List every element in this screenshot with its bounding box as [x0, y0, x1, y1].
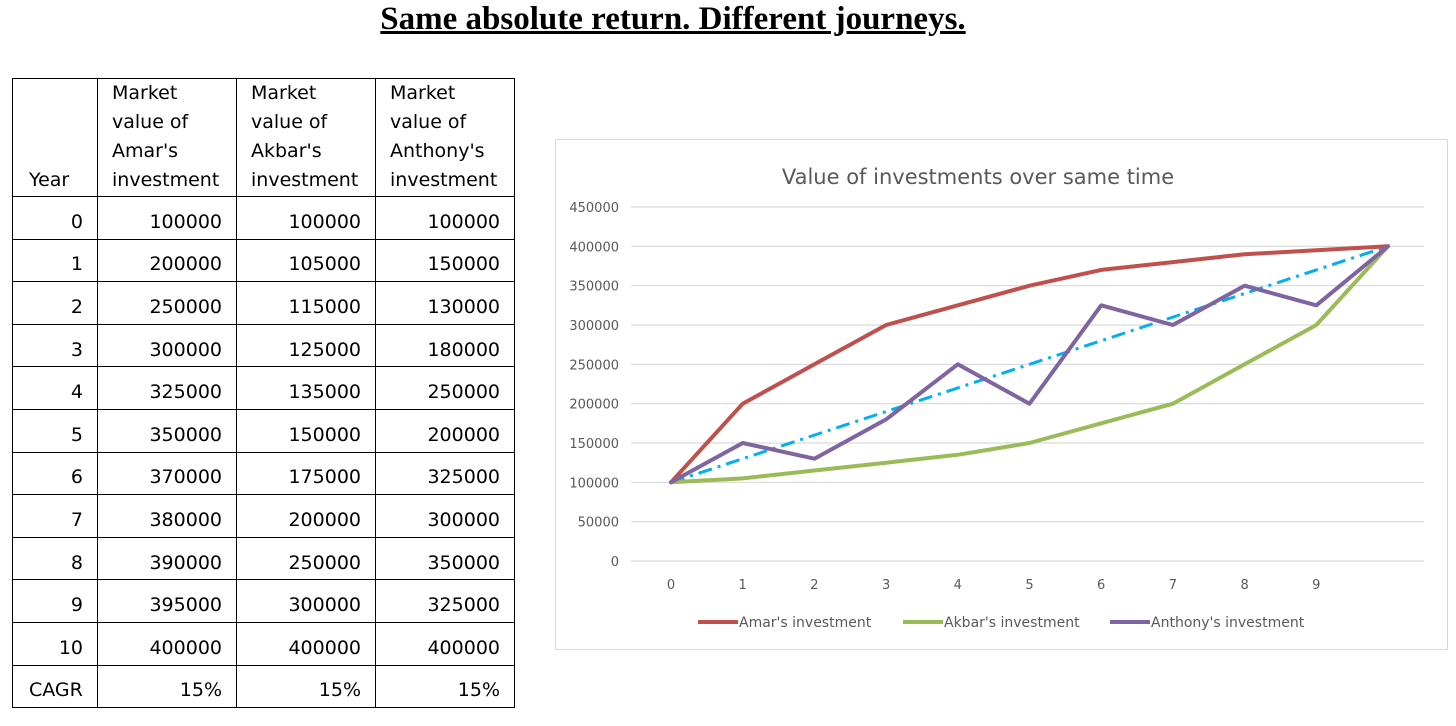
akbar-value-cell: 300000 — [236, 579, 376, 623]
table-header-row: Year Market value of Amar's investment M… — [12, 78, 515, 197]
x-tick-label: 5 — [1025, 578, 1033, 593]
akbar-value-cell: 400000 — [236, 621, 376, 666]
amar-value-cell: 325000 — [97, 366, 237, 410]
anthony-value-cell: 15% — [375, 664, 515, 709]
table-row: 6 370000 175000 325000 — [12, 451, 515, 496]
table-row: CAGR 15% 15% 15% — [12, 664, 515, 709]
series-line-2 — [669, 244, 1390, 485]
anthony-value-cell: 200000 — [375, 408, 515, 453]
akbar-value-cell: 115000 — [236, 281, 376, 325]
akbar-value-cell: 125000 — [236, 323, 376, 368]
table-row: 9 395000 300000 325000 — [12, 579, 515, 623]
table-row: 1 200000 105000 150000 — [12, 238, 515, 283]
anthony-value-cell: 250000 — [375, 366, 515, 410]
table-row: 10 400000 400000 400000 — [12, 621, 515, 666]
table-row: 3 300000 125000 180000 — [12, 323, 515, 368]
y-tick-label: 450000 — [569, 201, 619, 216]
amar-value-cell: 100000 — [97, 196, 237, 240]
header-year: Year — [12, 78, 98, 197]
investment-table: Year Market value of Amar's investment M… — [12, 78, 515, 709]
y-tick-label: 50000 — [578, 516, 619, 531]
amar-value-cell: 400000 — [97, 621, 237, 666]
year-cell: 6 — [12, 451, 98, 496]
akbar-value-cell: 100000 — [236, 196, 376, 240]
akbar-value-cell: 150000 — [236, 408, 376, 453]
anthony-value-cell: 130000 — [375, 281, 515, 325]
amar-value-cell: 300000 — [97, 323, 237, 368]
x-tick-label: 2 — [810, 578, 818, 593]
amar-value-cell: 15% — [97, 664, 237, 709]
trendline-anthony — [670, 244, 1389, 484]
akbar-value-cell: 15% — [236, 664, 376, 709]
year-cell: 2 — [12, 281, 98, 325]
year-cell: 5 — [12, 408, 98, 453]
akbar-value-cell: 135000 — [236, 366, 376, 410]
year-cell: 7 — [12, 494, 98, 538]
series-line-1 — [669, 244, 1390, 485]
table-body: 0 100000 100000 100000 1 200000 105000 150000 2 2… — [12, 196, 515, 709]
x-tick-label: 7 — [1169, 578, 1177, 593]
amar-value-cell: 380000 — [97, 494, 237, 538]
year-cell: 0 — [12, 196, 98, 240]
anthony-value-cell: 325000 — [375, 579, 515, 623]
page-headline: Same absolute return. Different journeys… — [380, 1, 966, 37]
amar-value-cell: 390000 — [97, 536, 237, 581]
x-tick-label: 6 — [1097, 578, 1105, 593]
header-akbar: Market value of Akbar's investment — [236, 78, 376, 197]
amar-value-cell: 250000 — [97, 281, 237, 325]
chart-title: Value of investments over same time — [782, 165, 1174, 189]
anthony-value-cell: 350000 — [375, 536, 515, 581]
akbar-value-cell: 250000 — [236, 536, 376, 581]
y-tick-label: 0 — [611, 555, 619, 570]
y-tick-label: 250000 — [569, 358, 619, 373]
year-cell: CAGR — [12, 664, 98, 709]
anthony-value-cell: 100000 — [375, 196, 515, 240]
year-cell: 1 — [12, 238, 98, 283]
year-cell: 4 — [12, 366, 98, 410]
year-cell: 3 — [12, 323, 98, 368]
x-tick-label: 4 — [954, 578, 962, 593]
y-tick-label: 300000 — [569, 319, 619, 334]
y-tick-label: 350000 — [569, 280, 619, 295]
y-tick-label: 150000 — [569, 437, 619, 452]
akbar-value-cell: 200000 — [236, 494, 376, 538]
year-cell: 10 — [12, 621, 98, 666]
amar-value-cell: 200000 — [97, 238, 237, 283]
anthony-value-cell: 300000 — [375, 494, 515, 538]
table-row: 5 350000 150000 200000 — [12, 408, 515, 453]
x-tick-label: 3 — [882, 578, 890, 593]
legend-label: Anthony's investment — [1151, 615, 1305, 631]
legend-label: Akbar's investment — [944, 615, 1080, 631]
table-row: 0 100000 100000 100000 — [12, 196, 515, 240]
anthony-value-cell: 180000 — [375, 323, 515, 368]
table-row: 2 250000 115000 130000 — [12, 281, 515, 325]
y-tick-label: 200000 — [569, 398, 619, 413]
chart-container: Value of investments over same time 0 500… — [555, 139, 1448, 650]
amar-value-cell: 350000 — [97, 408, 237, 453]
anthony-value-cell: 325000 — [375, 451, 515, 496]
year-cell: 8 — [12, 536, 98, 581]
amar-value-cell: 395000 — [97, 579, 237, 623]
table-row: 7 380000 200000 300000 — [12, 494, 515, 538]
x-tick-label: 0 — [667, 578, 675, 593]
x-tick-label: 8 — [1240, 578, 1248, 593]
series-line-0 — [669, 244, 1390, 485]
akbar-value-cell: 105000 — [236, 238, 376, 283]
y-tick-label: 100000 — [569, 476, 619, 491]
line-chart: Value of investments over same time 0 500… — [569, 165, 1424, 631]
year-cell: 9 — [12, 579, 98, 623]
table-row: 8 390000 250000 350000 — [12, 536, 515, 581]
x-tick-label: 9 — [1312, 578, 1320, 593]
header-anthony: Market value of Anthony's investment — [375, 78, 515, 197]
akbar-value-cell: 175000 — [236, 451, 376, 496]
x-tick-label: 1 — [739, 578, 747, 593]
header-amar: Market value of Amar's investment — [97, 78, 237, 197]
legend-label: Amar's investment — [739, 615, 872, 631]
y-tick-label: 400000 — [569, 240, 619, 255]
anthony-value-cell: 400000 — [375, 621, 515, 666]
table-row: 4 325000 135000 250000 — [12, 366, 515, 410]
anthony-value-cell: 150000 — [375, 238, 515, 283]
amar-value-cell: 370000 — [97, 451, 237, 496]
